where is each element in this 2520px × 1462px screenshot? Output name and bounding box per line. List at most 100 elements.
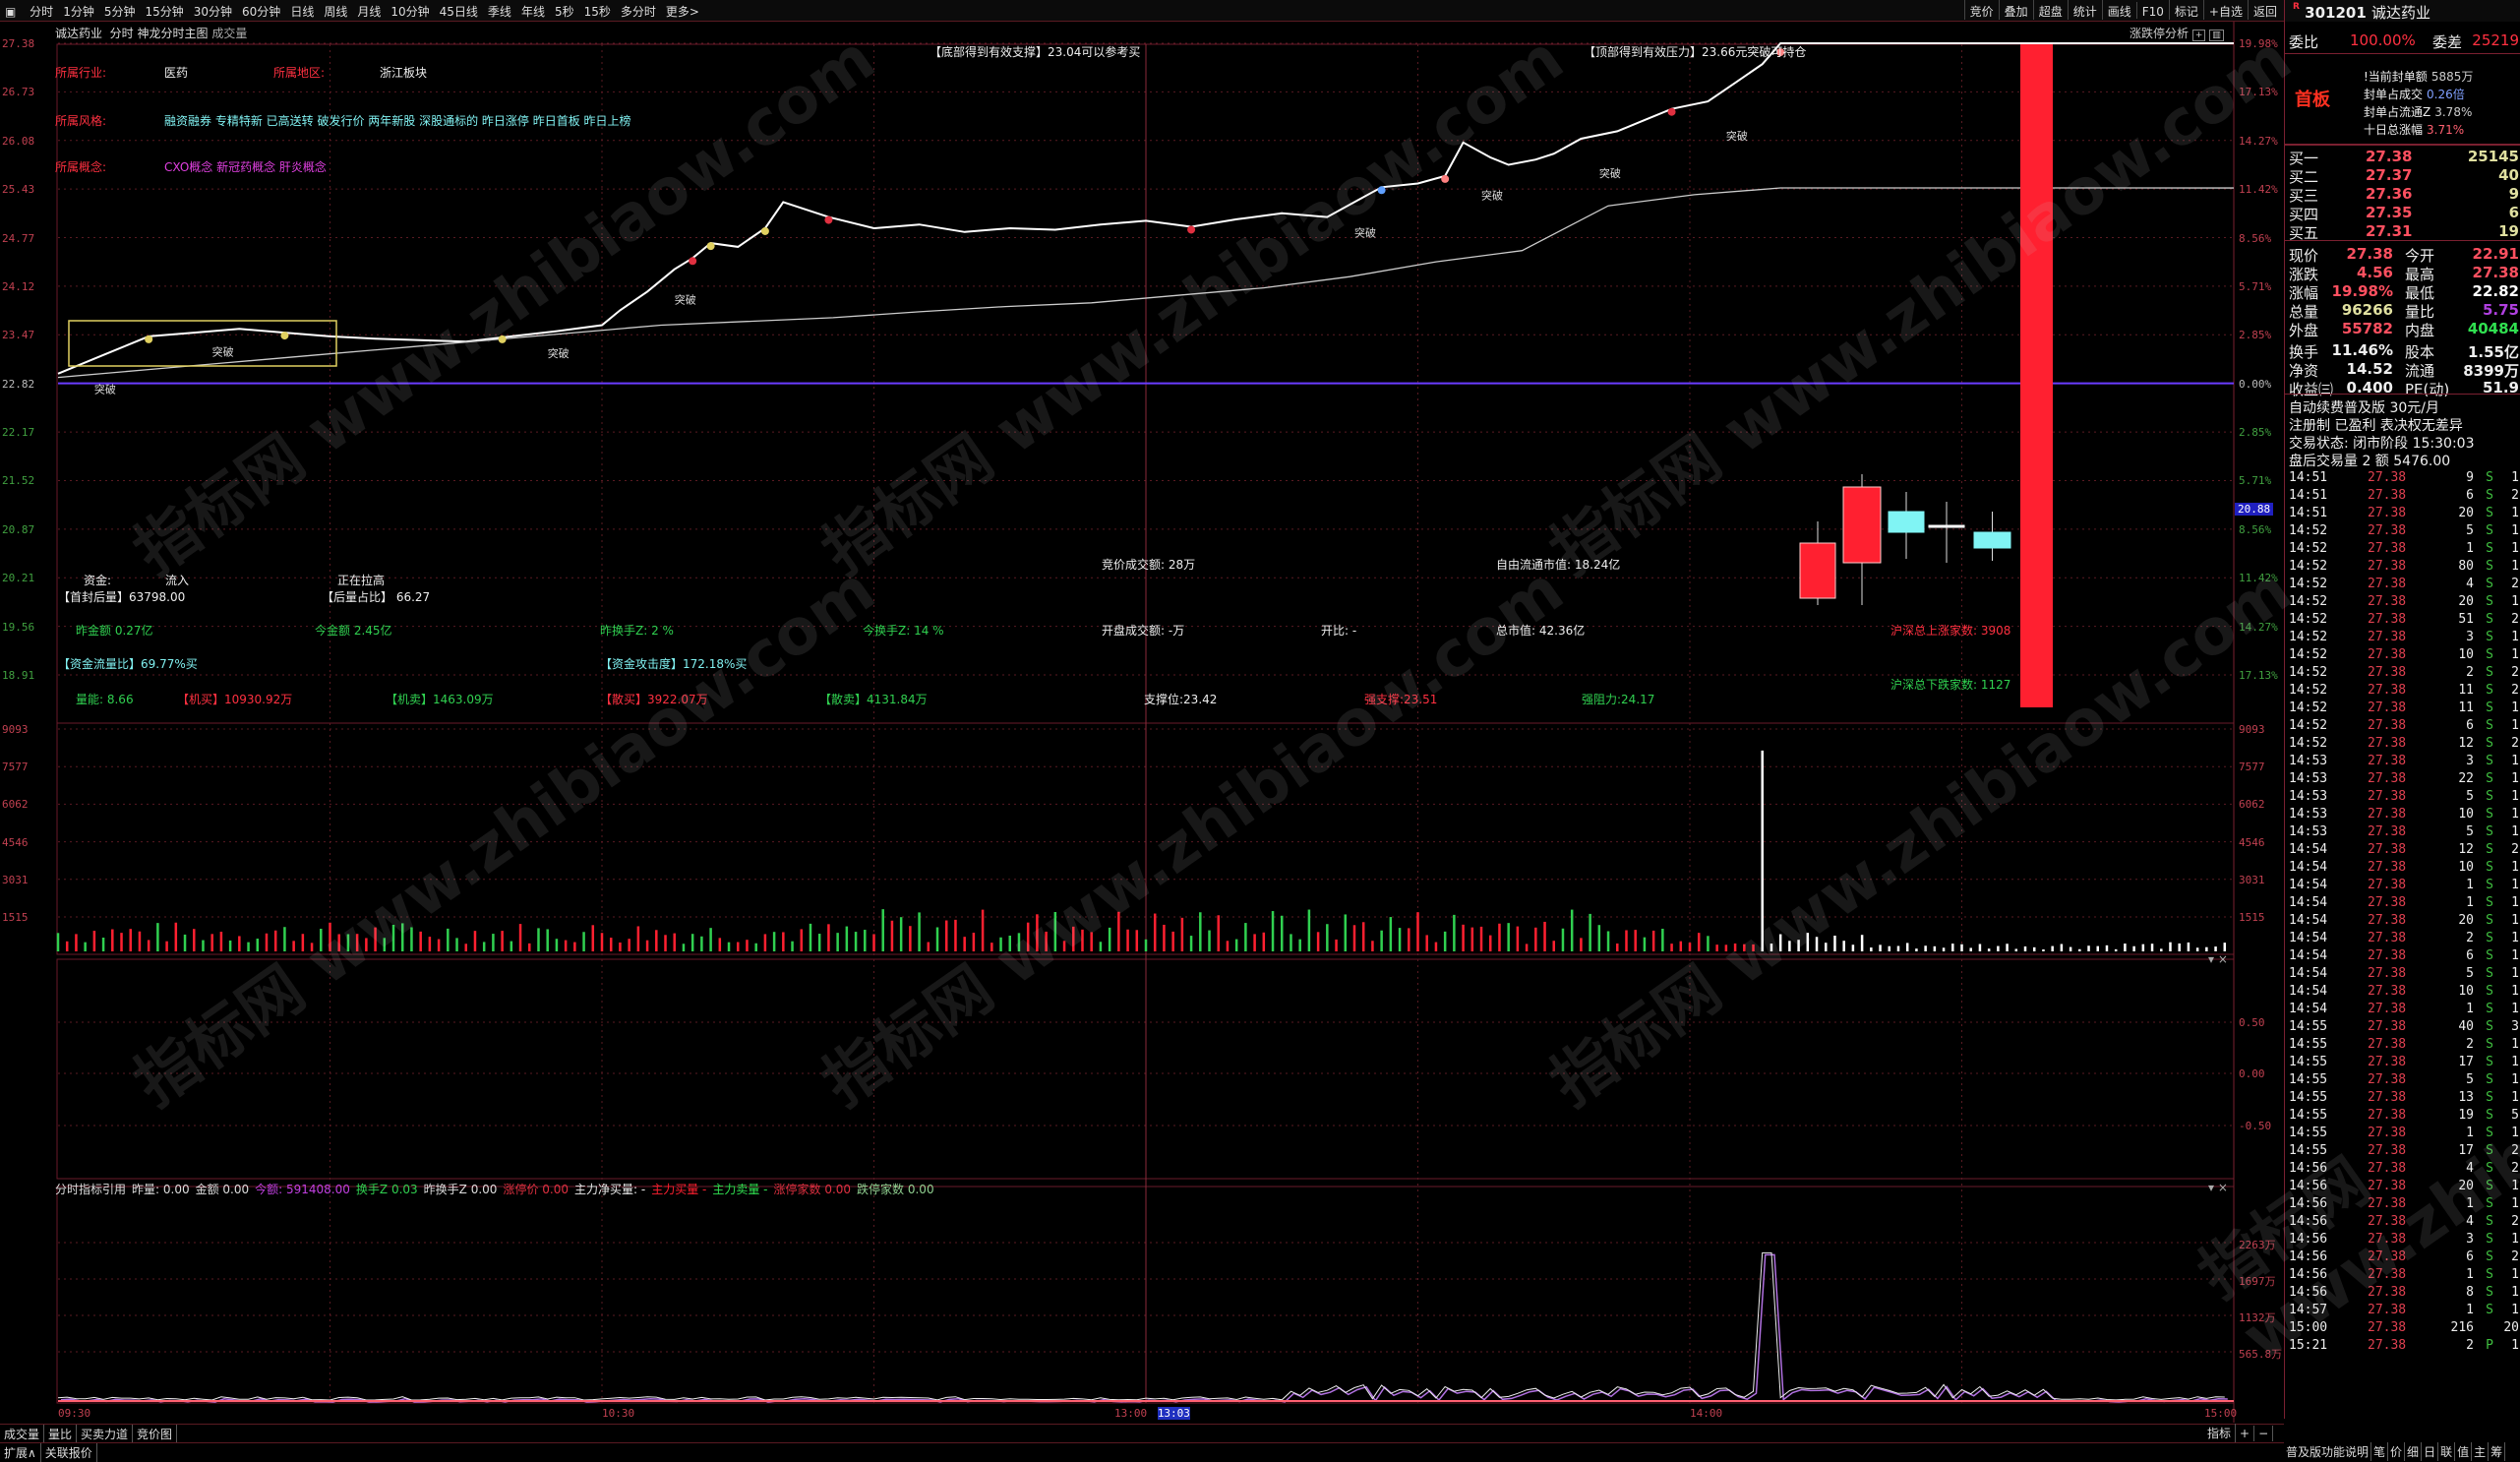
panel-icon[interactable]: ▥ [2209,30,2224,41]
right-bottom-tab[interactable]: 筹 [2489,1442,2506,1461]
limit-analysis[interactable]: 涨跌停分析 + ▥ [2130,25,2224,41]
tool-button[interactable]: F10 [2135,2,2169,19]
period-tab[interactable]: 60分钟 [242,5,281,19]
tick-row[interactable]: 14:53 27.38 10 S 1 [2287,807,2520,824]
tick-row[interactable]: 14:54 27.38 10 S 1 [2287,984,2520,1002]
tool-button[interactable]: 超盘 [2032,0,2068,20]
tick-row[interactable]: 14:54 27.38 2 S 1 [2287,931,2520,948]
expand-icon[interactable]: + [2191,30,2206,41]
period-tab[interactable]: 15分钟 [145,5,184,19]
tick-row[interactable]: 14:52 27.38 80 S 1 [2287,559,2520,577]
period-tab[interactable]: 日线 [290,5,315,19]
tick-row[interactable]: 14:54 27.38 10 S 1 [2287,860,2520,878]
tick-row[interactable]: 14:52 27.38 2 S 2 [2287,665,2520,683]
right-bottom-tab[interactable]: 价 [2388,1442,2406,1461]
tick-row[interactable]: 14:53 27.38 5 S 1 [2287,789,2520,807]
tick-row[interactable]: 14:55 27.38 5 S 1 [2287,1072,2520,1090]
tick-row[interactable]: 14:54 27.38 20 S 1 [2287,913,2520,931]
tick-row[interactable]: 14:56 27.38 20 S 1 [2287,1179,2520,1196]
period-tab[interactable]: 45日线 [439,5,478,19]
title-main-chart[interactable]: 神龙分时主图 [137,27,209,40]
bottom-tab[interactable]: 成交量 [0,1425,45,1443]
tick-row[interactable]: 14:55 27.38 17 S 2 [2287,1143,2520,1161]
bid-row[interactable]: 买三 27.36 9 [2289,185,2519,205]
bottom-tab[interactable]: 量比 [44,1425,78,1443]
tick-row[interactable]: 14:56 27.38 8 S 1 [2287,1285,2520,1303]
right-bottom-tab[interactable]: 细 [2405,1442,2423,1461]
bid-row[interactable]: 买一 27.38 25145 [2289,148,2519,167]
period-tab[interactable]: 多分时 [620,5,656,19]
tick-row[interactable]: 15:21 27.38 2 P 1 [2287,1338,2520,1356]
tick-row[interactable]: 14:52 27.38 12 S 2 [2287,736,2520,754]
tick-row[interactable]: 14:53 27.38 22 S 1 [2287,771,2520,789]
volume-close-icon[interactable]: ▾ × [2208,952,2228,966]
period-tab[interactable]: 30分钟 [193,5,233,19]
tick-row[interactable]: 14:56 27.38 4 S 2 [2287,1214,2520,1232]
tick-row[interactable]: 14:52 27.38 10 S 1 [2287,647,2520,665]
tick-row[interactable]: 14:52 27.38 6 S 1 [2287,718,2520,736]
tool-button[interactable]: +自选 [2202,0,2248,20]
tool-button[interactable]: 竞价 [1963,0,1999,20]
bottom-tab-2[interactable]: 扩展∧ [0,1443,41,1462]
tool-button[interactable]: 返回 [2247,0,2282,20]
tick-row[interactable]: 15:00 27.38 216 20 [2287,1320,2520,1338]
tick-row[interactable]: 14:56 27.38 6 S 2 [2287,1249,2520,1267]
tick-row[interactable]: 14:51 27.38 20 S 1 [2287,506,2520,523]
indicator-control[interactable]: + [2236,1426,2255,1441]
period-tab[interactable]: 5分钟 [103,5,136,19]
limit-analysis-label[interactable]: 涨跌停分析 [2130,27,2190,40]
right-bottom-tab[interactable]: 普及版功能说明 [2284,1442,2372,1461]
right-bottom-tab[interactable]: 笔 [2371,1442,2389,1461]
tick-row[interactable]: 14:55 27.38 2 S 1 [2287,1037,2520,1055]
tick-row[interactable]: 14:54 27.38 5 S 1 [2287,966,2520,984]
tool-button[interactable]: 标记 [2168,0,2203,20]
tick-row[interactable]: 14:56 27.38 3 S 1 [2287,1232,2520,1249]
tool-button[interactable]: 画线 [2101,0,2136,20]
tick-row[interactable]: 14:54 27.38 12 S 2 [2287,842,2520,860]
tick-row[interactable]: 14:55 27.38 13 S 1 [2287,1090,2520,1108]
tool-button[interactable]: 统计 [2067,0,2102,20]
tick-row[interactable]: 14:53 27.38 5 S 1 [2287,824,2520,842]
tick-row[interactable]: 14:52 27.38 3 S 1 [2287,630,2520,647]
tick-row[interactable]: 14:54 27.38 1 S 1 [2287,878,2520,895]
tick-row[interactable]: 14:56 27.38 1 S 1 [2287,1196,2520,1214]
tick-row[interactable]: 14:51 27.38 9 S 1 [2287,470,2520,488]
tick-row[interactable]: 14:52 27.38 4 S 2 [2287,577,2520,594]
tick-row[interactable]: 14:54 27.38 1 S 1 [2287,1002,2520,1019]
right-bottom-tab[interactable]: 联 [2438,1442,2456,1461]
bid-row[interactable]: 买五 27.31 19 [2289,222,2519,242]
period-tab[interactable]: 1分钟 [63,5,94,19]
period-tab[interactable]: 年线 [520,5,545,19]
period-tab[interactable]: 月线 [357,5,382,19]
indicator-control[interactable]: − [2254,1426,2274,1441]
indicator-close-icon[interactable]: ▾ × [2208,1181,2228,1194]
period-tab[interactable]: 5秒 [554,5,574,19]
period-tab[interactable]: 10分钟 [390,5,430,19]
period-tab[interactable]: 15秒 [583,5,611,19]
title-sub[interactable]: 成交量 [211,27,248,40]
tool-button[interactable]: 叠加 [1998,0,2033,20]
bottom-tab-2[interactable]: 关联报价 [41,1443,97,1462]
period-tab[interactable]: 周线 [324,5,348,19]
tick-row[interactable]: 14:56 27.38 4 S 2 [2287,1161,2520,1179]
tick-row[interactable]: 14:54 27.38 1 S 1 [2287,895,2520,913]
tick-row[interactable]: 14:55 27.38 1 S 1 [2287,1126,2520,1143]
tick-row[interactable]: 14:55 27.38 19 S 5 [2287,1108,2520,1126]
period-tab[interactable]: 分时 [30,5,54,19]
period-tab[interactable]: 季线 [487,5,511,19]
bottom-tab[interactable]: 买卖力道 [77,1425,134,1443]
tick-row[interactable]: 14:53 27.38 3 S 1 [2287,754,2520,771]
tick-row[interactable]: 14:52 27.38 20 S 1 [2287,594,2520,612]
bottom-tab[interactable]: 竞价图 [133,1425,178,1443]
tick-row[interactable]: 14:55 27.38 17 S 1 [2287,1055,2520,1072]
title-mode[interactable]: 分时 [109,27,134,40]
tick-row[interactable]: 14:52 27.38 11 S 1 [2287,701,2520,718]
tick-row[interactable]: 14:52 27.38 51 S 2 [2287,612,2520,630]
tick-row[interactable]: 14:52 27.38 1 S 1 [2287,541,2520,559]
tick-row[interactable]: 14:57 27.38 1 S 1 [2287,1303,2520,1320]
tick-row[interactable]: 14:52 27.38 5 S 1 [2287,523,2520,541]
period-tab[interactable]: 更多> [665,5,699,19]
tick-row[interactable]: 14:55 27.38 40 S 3 [2287,1019,2520,1037]
tick-row[interactable]: 14:54 27.38 6 S 1 [2287,948,2520,966]
